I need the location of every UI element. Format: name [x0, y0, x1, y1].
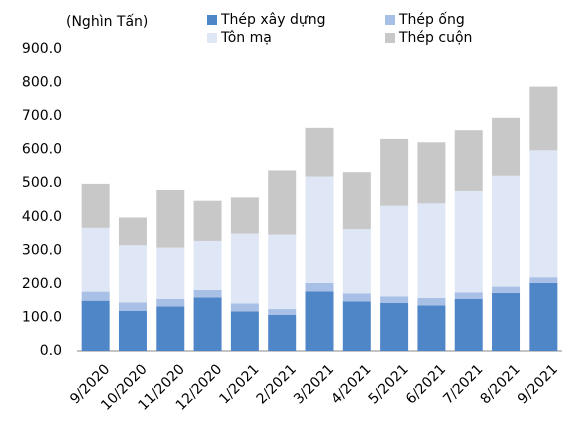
bar-segment — [268, 234, 297, 310]
bar-segment — [492, 292, 521, 351]
bar-segment — [81, 227, 110, 292]
legend-label: Thép cuộn — [398, 30, 472, 46]
bar-segment — [305, 176, 334, 283]
bar-segment — [417, 203, 446, 298]
bar-segment — [118, 302, 147, 311]
bar-segment — [529, 282, 558, 351]
bar-segment — [529, 86, 558, 151]
bar-segment — [492, 286, 521, 293]
bar-segment — [193, 297, 222, 351]
bar-segment — [81, 300, 110, 351]
bar-segment — [342, 301, 371, 351]
bar-segment — [118, 217, 147, 246]
legend-label: Tôn mạ — [220, 30, 272, 46]
bar-segment — [305, 127, 334, 177]
bar-segment — [230, 233, 259, 304]
y-tick-label: 700.0 — [22, 108, 62, 124]
x-tick-label: 8/2021 — [478, 361, 524, 407]
bar-segment — [193, 289, 222, 298]
y-tick-label: 0.0 — [40, 343, 62, 359]
bar-segment — [268, 314, 297, 351]
bar-segment — [417, 142, 446, 204]
bar-segment — [454, 292, 483, 299]
bar-segment — [81, 183, 110, 228]
bar-segment — [230, 311, 259, 351]
legend-swatch — [385, 33, 395, 43]
x-tick-label: 7/2021 — [440, 361, 486, 407]
x-tick-label: 6/2021 — [403, 361, 449, 407]
x-tick-label: 2/2021 — [254, 361, 300, 407]
bar-segment — [454, 190, 483, 293]
y-tick-label: 400.0 — [22, 209, 62, 225]
legend-label: Thép ống — [398, 11, 465, 28]
legend-swatch — [207, 15, 217, 25]
bar-segment — [380, 296, 409, 304]
bar-segment — [193, 240, 222, 290]
y-tick-label: 300.0 — [22, 242, 62, 258]
bar-segment — [81, 291, 110, 301]
bar-segment — [268, 309, 297, 315]
legend-swatch — [385, 15, 395, 25]
y-tick-label: 500.0 — [22, 175, 62, 191]
y-tick-label: 100.0 — [22, 309, 62, 325]
x-tick-label: 3/2021 — [291, 361, 337, 407]
x-tick-label: 4/2021 — [328, 361, 374, 407]
bar-segment — [230, 197, 259, 234]
bar-segment — [193, 200, 222, 241]
bar-segment — [156, 247, 185, 299]
x-tick-label: 5/2021 — [366, 361, 412, 407]
bar-segment — [305, 291, 334, 351]
y-tick-label: 900.0 — [22, 41, 62, 57]
bar-segment — [118, 310, 147, 351]
bar-segment — [529, 277, 558, 283]
bar-segment — [380, 303, 409, 351]
x-tick-label: 1/2021 — [216, 361, 262, 407]
y-axis-label: (Nghìn Tấn) — [66, 14, 148, 30]
y-tick-label: 600.0 — [22, 142, 62, 158]
legend-label: Thép xây dựng — [220, 12, 326, 28]
bar-segment — [342, 172, 371, 230]
bar-segment — [492, 175, 521, 287]
bar-segment — [305, 282, 334, 292]
bar-segment — [492, 117, 521, 176]
bar-segment — [268, 170, 297, 235]
bar-segment — [156, 306, 185, 351]
bar-segment — [417, 305, 446, 351]
bar-segment — [230, 303, 259, 312]
bar-segment — [529, 150, 558, 278]
bar-segment — [156, 189, 185, 248]
y-tick-label: 200.0 — [22, 276, 62, 292]
bar-segment — [380, 205, 409, 297]
bar-segment — [118, 245, 147, 303]
bar-segment — [454, 130, 483, 191]
bar-segment — [417, 297, 446, 306]
bar-segment — [454, 298, 483, 351]
x-tick-label: 9/2021 — [515, 361, 561, 407]
bar-segment — [380, 138, 409, 206]
legend-swatch — [207, 33, 217, 43]
bar-segment — [342, 293, 371, 302]
bar-segment — [156, 298, 185, 307]
y-tick-label: 800.0 — [22, 75, 62, 91]
bar-segment — [342, 229, 371, 294]
